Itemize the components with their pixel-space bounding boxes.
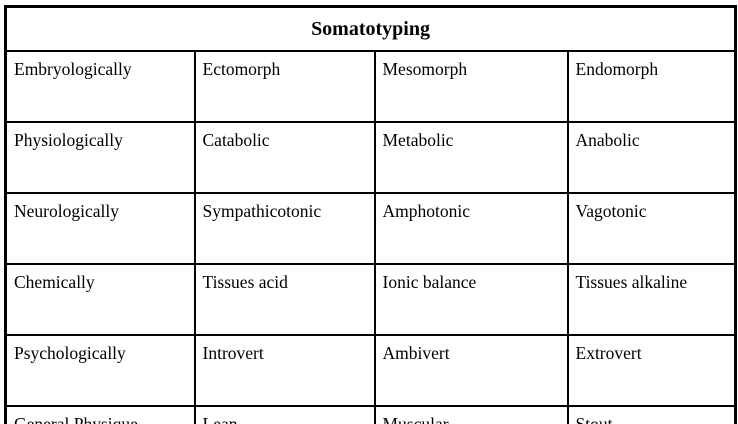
somatotyping-table: Somatotyping Embryologically Ectomorph M… <box>4 5 738 424</box>
row-label: Neurologically <box>4 192 196 265</box>
table-cell: Muscular <box>373 405 569 424</box>
table-cell: Sympathicotonic <box>193 192 376 265</box>
row-label: Psychologically <box>4 334 196 407</box>
table-cell: Ionic balance <box>373 263 569 336</box>
table-cell: Tissues alkaline <box>566 263 737 336</box>
table-header-row: Somatotyping <box>4 5 737 52</box>
table-row: Psychologically Introvert Ambivert Extro… <box>4 334 737 407</box>
table-cell: Lean <box>193 405 376 424</box>
table-cell: Vagotonic <box>566 192 737 265</box>
table-cell: Metabolic <box>373 121 569 194</box>
table-cell: Anabolic <box>566 121 737 194</box>
table-cell: Extrovert <box>566 334 737 407</box>
row-label: Physiologically <box>4 121 196 194</box>
table-row: Chemically Tissues acid Ionic balance Ti… <box>4 263 737 336</box>
table-row: Neurologically Sympathicotonic Amphotoni… <box>4 192 737 265</box>
table-row: General Physique Lean Muscular Stout <box>4 405 737 424</box>
table-cell: Ambivert <box>373 334 569 407</box>
table-cell: Ectomorph <box>193 50 376 123</box>
table-cell: Amphotonic <box>373 192 569 265</box>
row-label: Embryologically <box>4 50 196 123</box>
table-cell: Introvert <box>193 334 376 407</box>
table-cell: Endomorph <box>566 50 737 123</box>
table-cell: Tissues acid <box>193 263 376 336</box>
table-cell: Mesomorph <box>373 50 569 123</box>
table-row: Physiologically Catabolic Metabolic Anab… <box>4 121 737 194</box>
row-label: Chemically <box>4 263 196 336</box>
table-row: Embryologically Ectomorph Mesomorph Endo… <box>4 50 737 123</box>
row-label: General Physique <box>4 405 196 424</box>
table-cell: Stout <box>566 405 737 424</box>
table-cell: Catabolic <box>193 121 376 194</box>
table-title: Somatotyping <box>4 5 737 52</box>
